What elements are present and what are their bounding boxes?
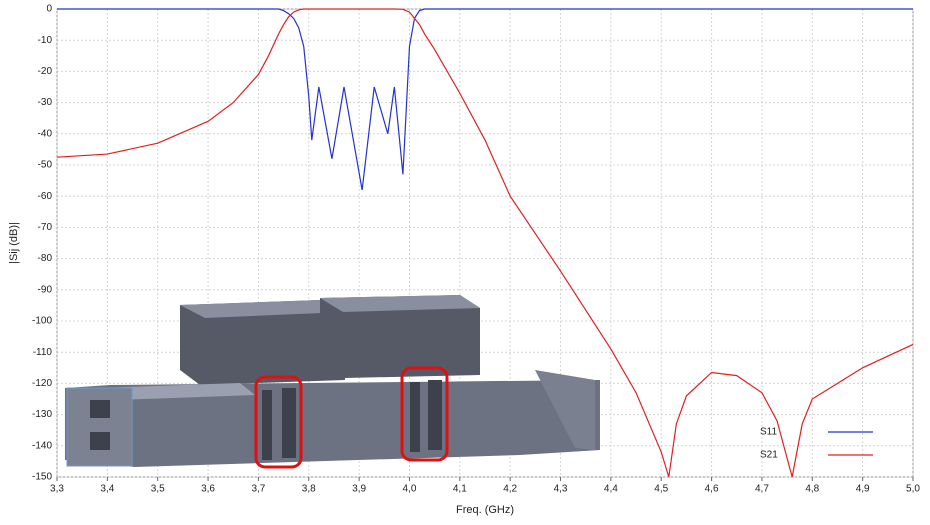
y-tick-label: -100 <box>32 316 52 327</box>
x-tick-label: 3,6 <box>201 484 215 495</box>
slot <box>410 382 420 452</box>
y-tick-label: -30 <box>38 97 53 108</box>
x-axis-label: Freq. (GHz) <box>456 504 514 516</box>
x-tick-label: 3,4 <box>100 484 114 495</box>
x-tick-label: 4,0 <box>403 484 417 495</box>
x-tick-label: 4,3 <box>554 484 568 495</box>
y-tick-label: -90 <box>38 284 53 295</box>
y-tick-label: -20 <box>38 66 53 77</box>
slot <box>282 388 296 458</box>
y-tick-label: -10 <box>38 35 53 46</box>
y-tick-label: -60 <box>38 191 53 202</box>
y-tick-label: -50 <box>38 160 53 171</box>
x-tick-label: 3,7 <box>251 484 265 495</box>
chart: Freq. (GHz) |Sij (dB)| 0 -10 -20 -30 -40 -50 -… <box>0 0 930 520</box>
x-tick-label: 3,3 <box>50 484 64 495</box>
y-tick-label: -80 <box>38 253 53 264</box>
slot <box>90 432 110 450</box>
slot <box>262 390 272 460</box>
x-tick-label: 4,7 <box>755 484 769 495</box>
legend-label: S11 <box>760 427 777 438</box>
x-tick-label: 4,6 <box>705 484 719 495</box>
x-tick-label: 3,8 <box>302 484 316 495</box>
legend-label: S21 <box>760 450 778 461</box>
y-tick-label: -120 <box>32 378 52 389</box>
y-axis-label: |Sij (dB)| <box>8 222 20 264</box>
x-tick-label: 3,5 <box>151 484 165 495</box>
x-tick-label: 5,0 <box>906 484 920 495</box>
y-tick-label: -140 <box>32 440 52 451</box>
y-tick-label: -150 <box>32 472 52 483</box>
y-tick-label: -130 <box>32 409 52 420</box>
port-block <box>67 388 132 466</box>
page: {"chart_data": {"type": "line", "x_label… <box>0 0 930 520</box>
x-tick-label: 4,8 <box>805 484 819 495</box>
y-tick-label: -40 <box>38 128 53 139</box>
x-tick-label: 4,4 <box>604 484 618 495</box>
x-tick-label: 4,2 <box>503 484 517 495</box>
slot <box>90 400 110 418</box>
y-tick-label: -70 <box>38 222 53 233</box>
x-tick-label: 3,9 <box>352 484 366 495</box>
y-tick-label: 0 <box>46 4 52 15</box>
x-tick-label: 4,5 <box>654 484 668 495</box>
x-tick-label: 4,1 <box>453 484 467 495</box>
slot <box>428 380 442 450</box>
x-tick-label: 4,9 <box>856 484 870 495</box>
y-tick-label: -110 <box>33 347 53 358</box>
